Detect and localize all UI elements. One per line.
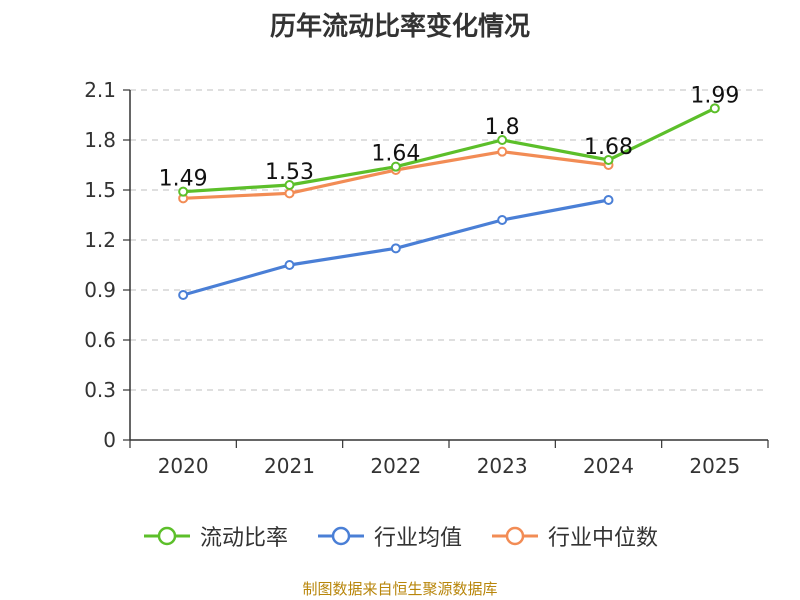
legend-label: 行业中位数: [548, 526, 659, 551]
x-tick-label: 2022: [370, 454, 421, 478]
series-point-1: [284, 260, 295, 270]
data-label: 1.68: [584, 135, 633, 160]
y-tick-label: 1.5: [84, 178, 116, 202]
series-point-0: [497, 135, 508, 145]
source-note: 制图数据来自恒生聚源数据库: [302, 580, 498, 598]
series-point-1: [390, 243, 401, 254]
legend-item-0[interactable]: 流动比率: [142, 520, 288, 552]
series-point-0: [709, 103, 720, 114]
legend-line-circle-icon: [317, 526, 364, 546]
series-point-0: [603, 155, 614, 165]
chart-title: 历年流动比率变化情况: [269, 12, 530, 42]
y-tick-label: 0.9: [84, 278, 116, 302]
legend-item-2[interactable]: 行业中位数: [490, 520, 658, 552]
x-tick-label: 2021: [264, 454, 315, 478]
series-point-0: [178, 186, 189, 197]
data-label: 1.53: [265, 160, 314, 185]
legend-label: 行业均值: [373, 526, 462, 551]
legend-label: 流动比率: [199, 526, 288, 551]
x-tick-label: 2024: [583, 454, 634, 478]
y-tick-label: 0.6: [84, 328, 116, 352]
y-tick-label: 2.1: [84, 78, 116, 102]
series-point-1: [178, 290, 189, 300]
data-label: 1.99: [690, 83, 739, 108]
y-tick-label: 1.8: [84, 128, 116, 152]
series-point-0: [390, 161, 401, 172]
y-tick-label: 0: [103, 428, 116, 452]
data-label: 1.8: [485, 115, 520, 140]
series-point-2: [497, 146, 508, 157]
x-tick-label: 2025: [689, 454, 740, 478]
x-tick-label: 2023: [477, 454, 528, 478]
data-label: 1.64: [371, 142, 420, 167]
series-point-1: [497, 215, 508, 225]
series-point-1: [603, 195, 614, 205]
legend-line-circle-icon: [492, 526, 538, 546]
legend-line-circle-icon: [143, 526, 190, 546]
series-point-2: [284, 188, 295, 199]
legend-item-1[interactable]: 行业均值: [316, 520, 462, 552]
x-tick-label: 2020: [158, 454, 209, 478]
data-label: 1.49: [159, 167, 208, 192]
chart-legend: 流动比率 行业均值 行业中位数: [0, 520, 800, 552]
y-tick-label: 0.3: [84, 378, 116, 402]
y-tick-label: 1.2: [84, 228, 116, 252]
series-point-0: [284, 180, 295, 190]
series-line-0: [183, 106, 716, 194]
